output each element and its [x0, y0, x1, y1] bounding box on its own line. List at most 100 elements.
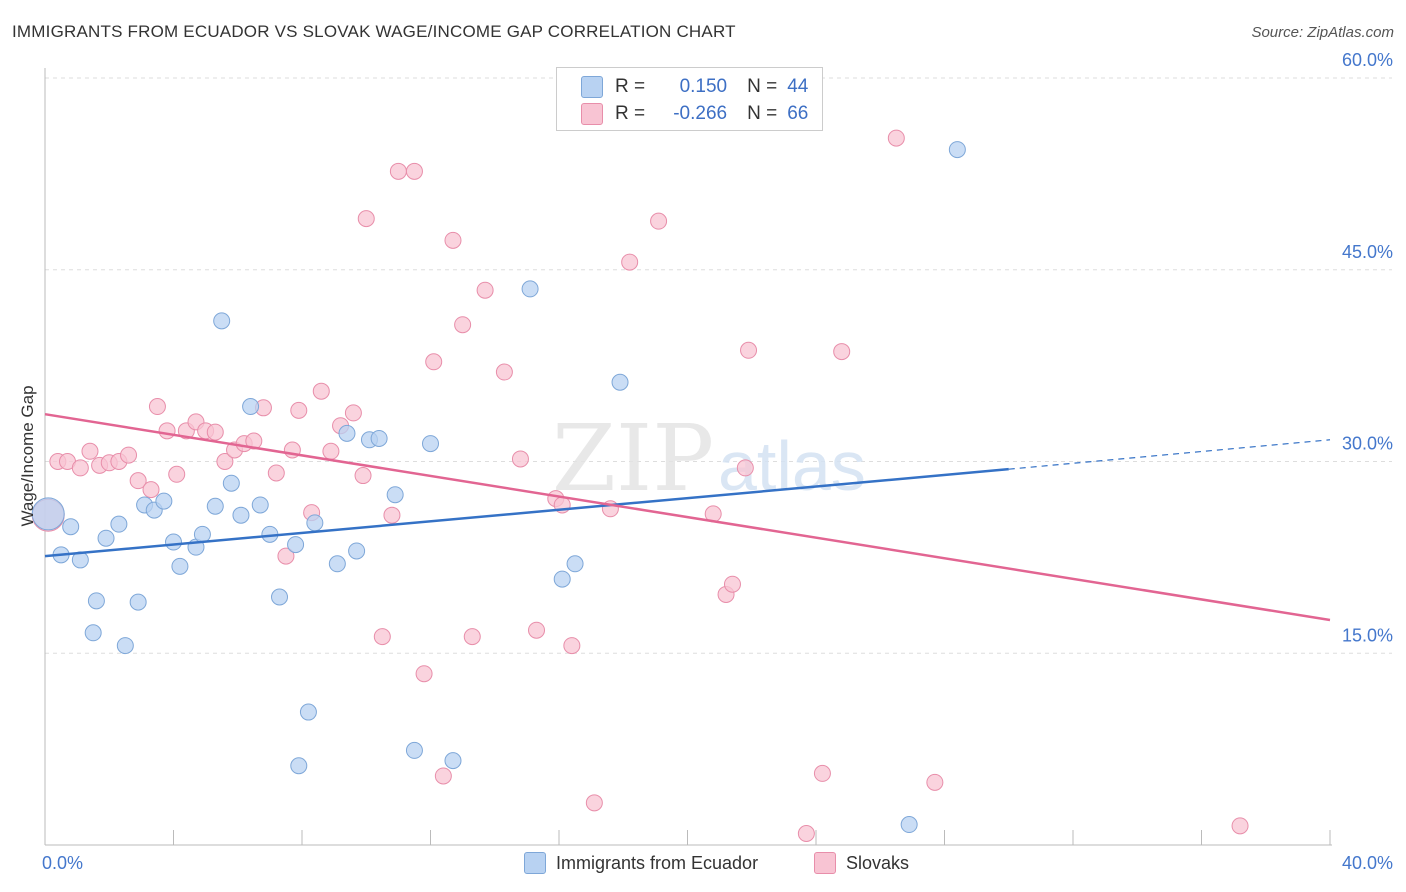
correlation-row-slovak: R = -0.266 N = 66 — [581, 101, 808, 127]
slovak-point[interactable] — [148, 398, 166, 416]
ecuador-point[interactable] — [232, 506, 250, 524]
chart-title: IMMIGRANTS FROM ECUADOR VS SLOVAK WAGE/I… — [12, 22, 736, 41]
slovak-point[interactable] — [357, 210, 375, 228]
slovak-point[interactable] — [344, 404, 362, 422]
slovak-point[interactable] — [267, 464, 285, 482]
slovak-point[interactable] — [216, 453, 234, 470]
ecuador-point[interactable] — [165, 533, 182, 551]
ecuador-point[interactable] — [900, 816, 918, 834]
ecuador-point[interactable] — [97, 529, 115, 547]
ecuador-point[interactable] — [287, 536, 305, 554]
ecuador-point[interactable] — [405, 741, 423, 759]
slovak-point[interactable] — [528, 621, 546, 639]
slovak-point[interactable] — [322, 442, 340, 460]
slovak-point[interactable] — [563, 637, 581, 655]
ecuador-point[interactable] — [242, 398, 260, 416]
ecuador-point[interactable] — [290, 757, 308, 775]
slovak-point[interactable] — [129, 472, 147, 490]
slovak-point[interactable] — [71, 459, 89, 477]
slovak-point[interactable] — [740, 341, 758, 359]
slovak-point[interactable] — [434, 767, 452, 785]
slovak-point[interactable] — [142, 481, 160, 499]
slovak-point[interactable] — [926, 773, 944, 791]
slovak-point[interactable] — [444, 231, 462, 249]
slovak-point[interactable] — [389, 162, 407, 180]
ecuador-point[interactable] — [171, 557, 189, 575]
ecuador-point[interactable] — [129, 593, 147, 611]
correlation-row-ecuador: R = 0.150 N = 44 — [581, 74, 808, 100]
slovak-point[interactable] — [463, 628, 481, 646]
ecuador-point[interactable] — [84, 624, 102, 642]
slovak-point[interactable] — [120, 446, 138, 464]
r-label: R = — [615, 76, 646, 97]
slovak-point[interactable] — [405, 162, 423, 180]
ecuador-point[interactable] — [299, 703, 317, 721]
r-value-slovak: -0.266 — [673, 103, 728, 124]
ecuador-point[interactable] — [31, 497, 65, 531]
slovak-point[interactable] — [354, 467, 372, 485]
slovak-point[interactable] — [312, 382, 330, 400]
slovak-point[interactable] — [158, 422, 176, 440]
slovak-point[interactable] — [415, 665, 433, 683]
ecuador-point[interactable] — [110, 515, 128, 533]
slovak-point[interactable] — [245, 432, 263, 450]
ecuador-point[interactable] — [213, 312, 231, 330]
slovak-point[interactable] — [373, 628, 391, 646]
ecuador-point[interactable] — [206, 497, 224, 515]
ecuador-point[interactable] — [116, 637, 134, 655]
ecuador-point[interactable] — [271, 588, 289, 606]
ecuador-point[interactable] — [222, 474, 240, 492]
slovak-point[interactable] — [621, 253, 639, 271]
slovak-point[interactable] — [206, 423, 224, 441]
ecuador-point[interactable] — [553, 570, 571, 588]
ecuador-point[interactable] — [370, 429, 388, 447]
slovak-point[interactable] — [454, 316, 472, 334]
legend-label-ecuador: Immigrants from Ecuador — [556, 852, 759, 873]
legend-swatch-ecuador — [524, 852, 546, 874]
y-tick-label: 30.0% — [1342, 434, 1393, 454]
legend-label-slovak: Slovaks — [846, 852, 910, 873]
slovak-point[interactable] — [833, 343, 851, 361]
ecuador-point[interactable] — [521, 280, 539, 298]
slovak-point[interactable] — [511, 450, 529, 468]
slovak-point[interactable] — [887, 129, 905, 147]
slovak-point[interactable] — [277, 547, 295, 565]
slovak-point[interactable] — [383, 506, 401, 524]
points-layer — [31, 129, 1249, 842]
r-value-ecuador: 0.150 — [679, 76, 728, 97]
ecuador-point[interactable] — [566, 555, 584, 573]
slovak-point[interactable] — [425, 353, 443, 371]
slovak-point[interactable] — [290, 401, 308, 419]
ecuador-point[interactable] — [386, 486, 404, 504]
ecuador-point[interactable] — [155, 492, 173, 510]
slovak-point[interactable] — [585, 794, 603, 812]
ecuador-point[interactable] — [611, 373, 629, 391]
ecuador-point[interactable] — [422, 435, 439, 453]
ecuador-point[interactable] — [348, 542, 366, 560]
slovak-point[interactable] — [723, 575, 741, 593]
ecuador-point[interactable] — [328, 555, 346, 573]
ecuador-point[interactable] — [444, 752, 462, 770]
tick-label-layer: 15.0% 30.0% 45.0% 60.0% 0.0% 40.0% — [42, 50, 1393, 873]
slovak-point[interactable] — [476, 281, 494, 299]
ecuador-point[interactable] — [251, 496, 269, 514]
trend-layer — [44, 412, 1331, 622]
x-tick-label-right: 40.0% — [1342, 853, 1393, 873]
ecuador-point[interactable] — [87, 592, 105, 610]
slovak-point[interactable] — [736, 459, 754, 477]
ecuador-point[interactable] — [948, 141, 966, 159]
ecuador-point[interactable] — [62, 518, 80, 536]
slovak-point[interactable] — [168, 465, 186, 483]
slovak-point[interactable] — [650, 212, 668, 230]
ecuador-point[interactable] — [338, 424, 356, 442]
slovak-point[interactable] — [797, 824, 815, 842]
ecuador-point[interactable] — [306, 514, 324, 532]
slovak-point[interactable] — [813, 764, 831, 782]
slovak-point[interactable] — [1231, 817, 1249, 835]
slovak-point[interactable] — [81, 442, 99, 460]
y-tick-label: 15.0% — [1342, 625, 1393, 645]
legend-item-ecuador[interactable]: Immigrants from Ecuador — [524, 852, 758, 874]
slovak-point[interactable] — [495, 363, 513, 381]
legend-item-slovak[interactable]: Slovaks — [814, 852, 909, 874]
ecuador-point[interactable] — [193, 525, 211, 543]
